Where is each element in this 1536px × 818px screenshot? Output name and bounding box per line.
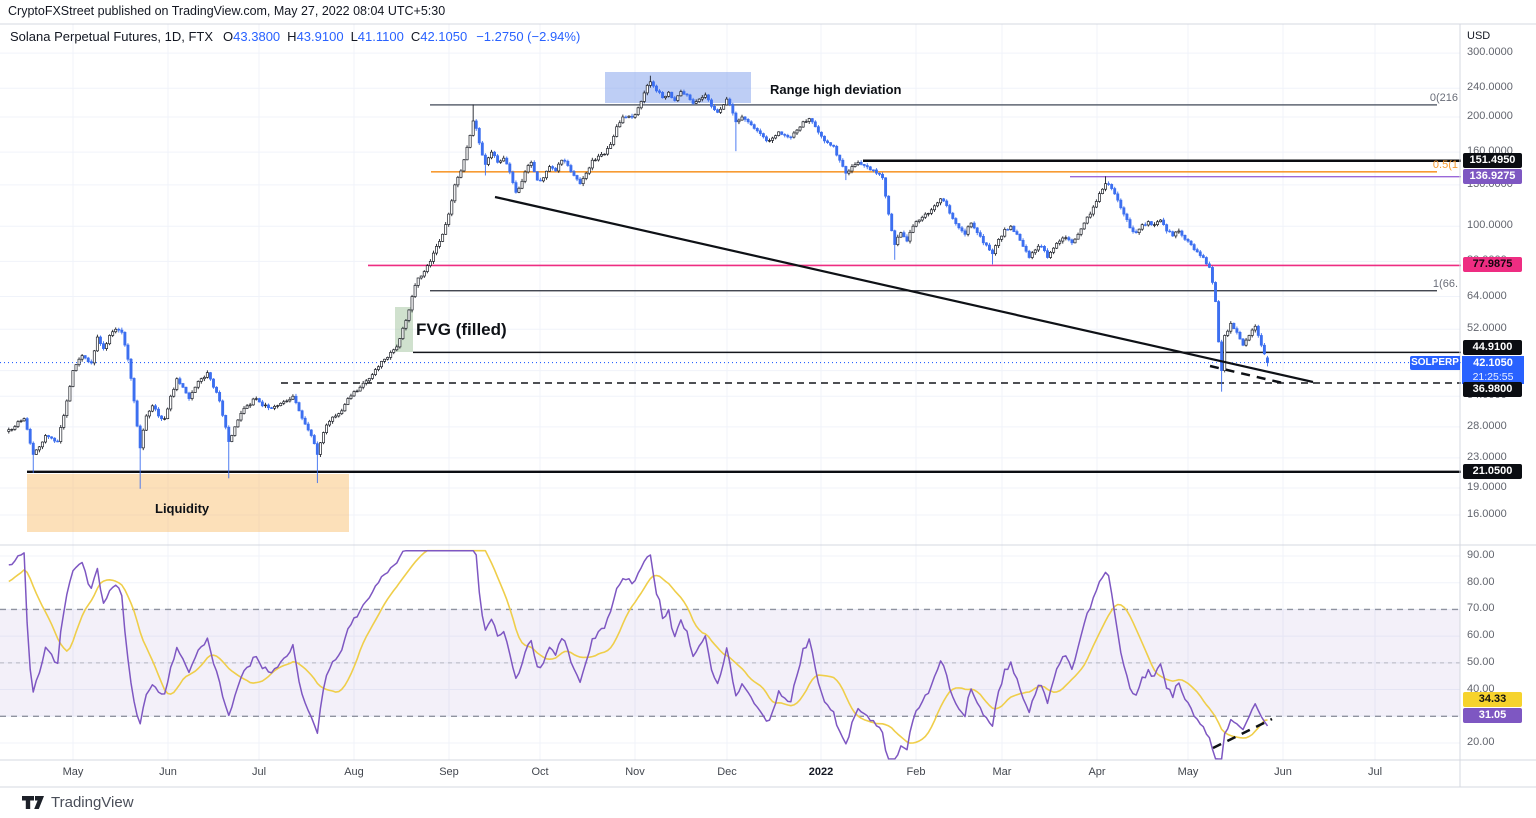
candle-countdown-label: 21:25:55 (1462, 370, 1524, 384)
range-high-deviation-zone (605, 72, 751, 103)
rsi-tick: 60.00 (1467, 629, 1495, 642)
time-tick: Nov (625, 766, 645, 778)
rsi-band (0, 609, 1460, 717)
price-tick: 64.0000 (1467, 289, 1507, 302)
close-value: C42.1050 (410, 29, 468, 44)
high-value: H43.9100 (287, 29, 344, 44)
price-tick: 240.0000 (1467, 81, 1513, 94)
rsi-tick: 70.00 (1467, 602, 1495, 615)
fib-0-line-label: 0(216 (1429, 91, 1458, 104)
time-tick: Jun (159, 766, 177, 778)
range-low-label: 151.4950 (1463, 153, 1522, 168)
price-tick: 52.0000 (1467, 322, 1507, 335)
rsi-ma-label: 34.33 (1463, 692, 1522, 707)
symbol-price-tag: SOLPERP (1410, 356, 1460, 370)
time-tick: Jul (1367, 766, 1383, 778)
price-tick: 100.0000 (1467, 219, 1513, 232)
current-price-label: 42.1050 (1462, 356, 1524, 370)
purple-label: 136.9275 (1463, 169, 1522, 184)
publish-banner: CryptoFXStreet published on TradingView.… (8, 4, 446, 18)
rsi-ma-line (8, 549, 1268, 744)
rsi-tick: 50.00 (1467, 655, 1495, 668)
annotation-fvg-filled: FVG (filled) (416, 320, 507, 339)
rsi-label: 31.05 (1463, 708, 1522, 723)
price-tick: 300.0000 (1467, 46, 1513, 59)
rsi-tick: 40.00 (1467, 682, 1495, 695)
time-tick: Jun (1274, 766, 1292, 778)
annotation-liquidity: Liquidity (155, 501, 210, 516)
annotation-range-high-deviation: Range high deviation (770, 82, 902, 97)
symbol-legend[interactable]: Solana Perpetual Futures, 1D, FTX O43.380… (10, 29, 580, 44)
tradingview-logo-icon (22, 796, 44, 809)
rsi-line (8, 549, 1269, 760)
pink-label: 77.9875 (1463, 257, 1522, 272)
descending-trendline (494, 195, 1314, 384)
fvg-low-label: 44.9100 (1463, 340, 1522, 355)
low-value: L41.1100 (350, 29, 404, 44)
grid (0, 24, 1460, 760)
time-tick: Sep (439, 766, 459, 778)
time-tick: Dec (717, 766, 737, 778)
time-tick: Apr (1088, 766, 1106, 778)
time-tick: Jul (251, 766, 267, 778)
time-tick: May (62, 766, 84, 778)
time-tick: May (1177, 766, 1199, 778)
time-tick: Oct (531, 766, 549, 778)
tradingview-watermark-text: TradingView (51, 794, 134, 811)
change-value: −1.2750 (−2.94%) (476, 29, 581, 44)
fib-1-line-label: 1(66. (1432, 277, 1458, 290)
time-tick: 2022 (808, 766, 834, 778)
price-dashed-trendline (1209, 364, 1288, 386)
price-tick: 16.0000 (1467, 508, 1507, 521)
price-tick: 19.0000 (1467, 480, 1507, 493)
tradingview-watermark[interactable]: TradingView (22, 794, 134, 811)
symbol-title[interactable]: Solana Perpetual Futures, 1D, FTX (10, 29, 214, 44)
swinglow-label: 36.9800 (1463, 382, 1522, 397)
open-value: O43.3800 (223, 29, 281, 44)
price-tick: 200.0000 (1467, 109, 1513, 122)
rsi-tick: 80.00 (1467, 575, 1495, 588)
rsi-divergence-trendline (1212, 717, 1273, 750)
time-tick: Aug (344, 766, 364, 778)
rsi-tick: 90.00 (1467, 549, 1495, 561)
price-tick: 28.0000 (1467, 419, 1507, 432)
candlestick-series (7, 75, 1269, 489)
time-tick: Feb (906, 766, 926, 778)
time-tick: Mar (992, 766, 1012, 778)
rsi-tick: 20.00 (1467, 735, 1495, 748)
liquidity-label: 21.0500 (1463, 464, 1522, 479)
fvg-zone (395, 307, 413, 352)
fib-05-line-label: 0.5(1 (1432, 158, 1458, 171)
price-tick: 23.0000 (1467, 450, 1507, 463)
price-axis-currency: USD (1467, 30, 1491, 42)
